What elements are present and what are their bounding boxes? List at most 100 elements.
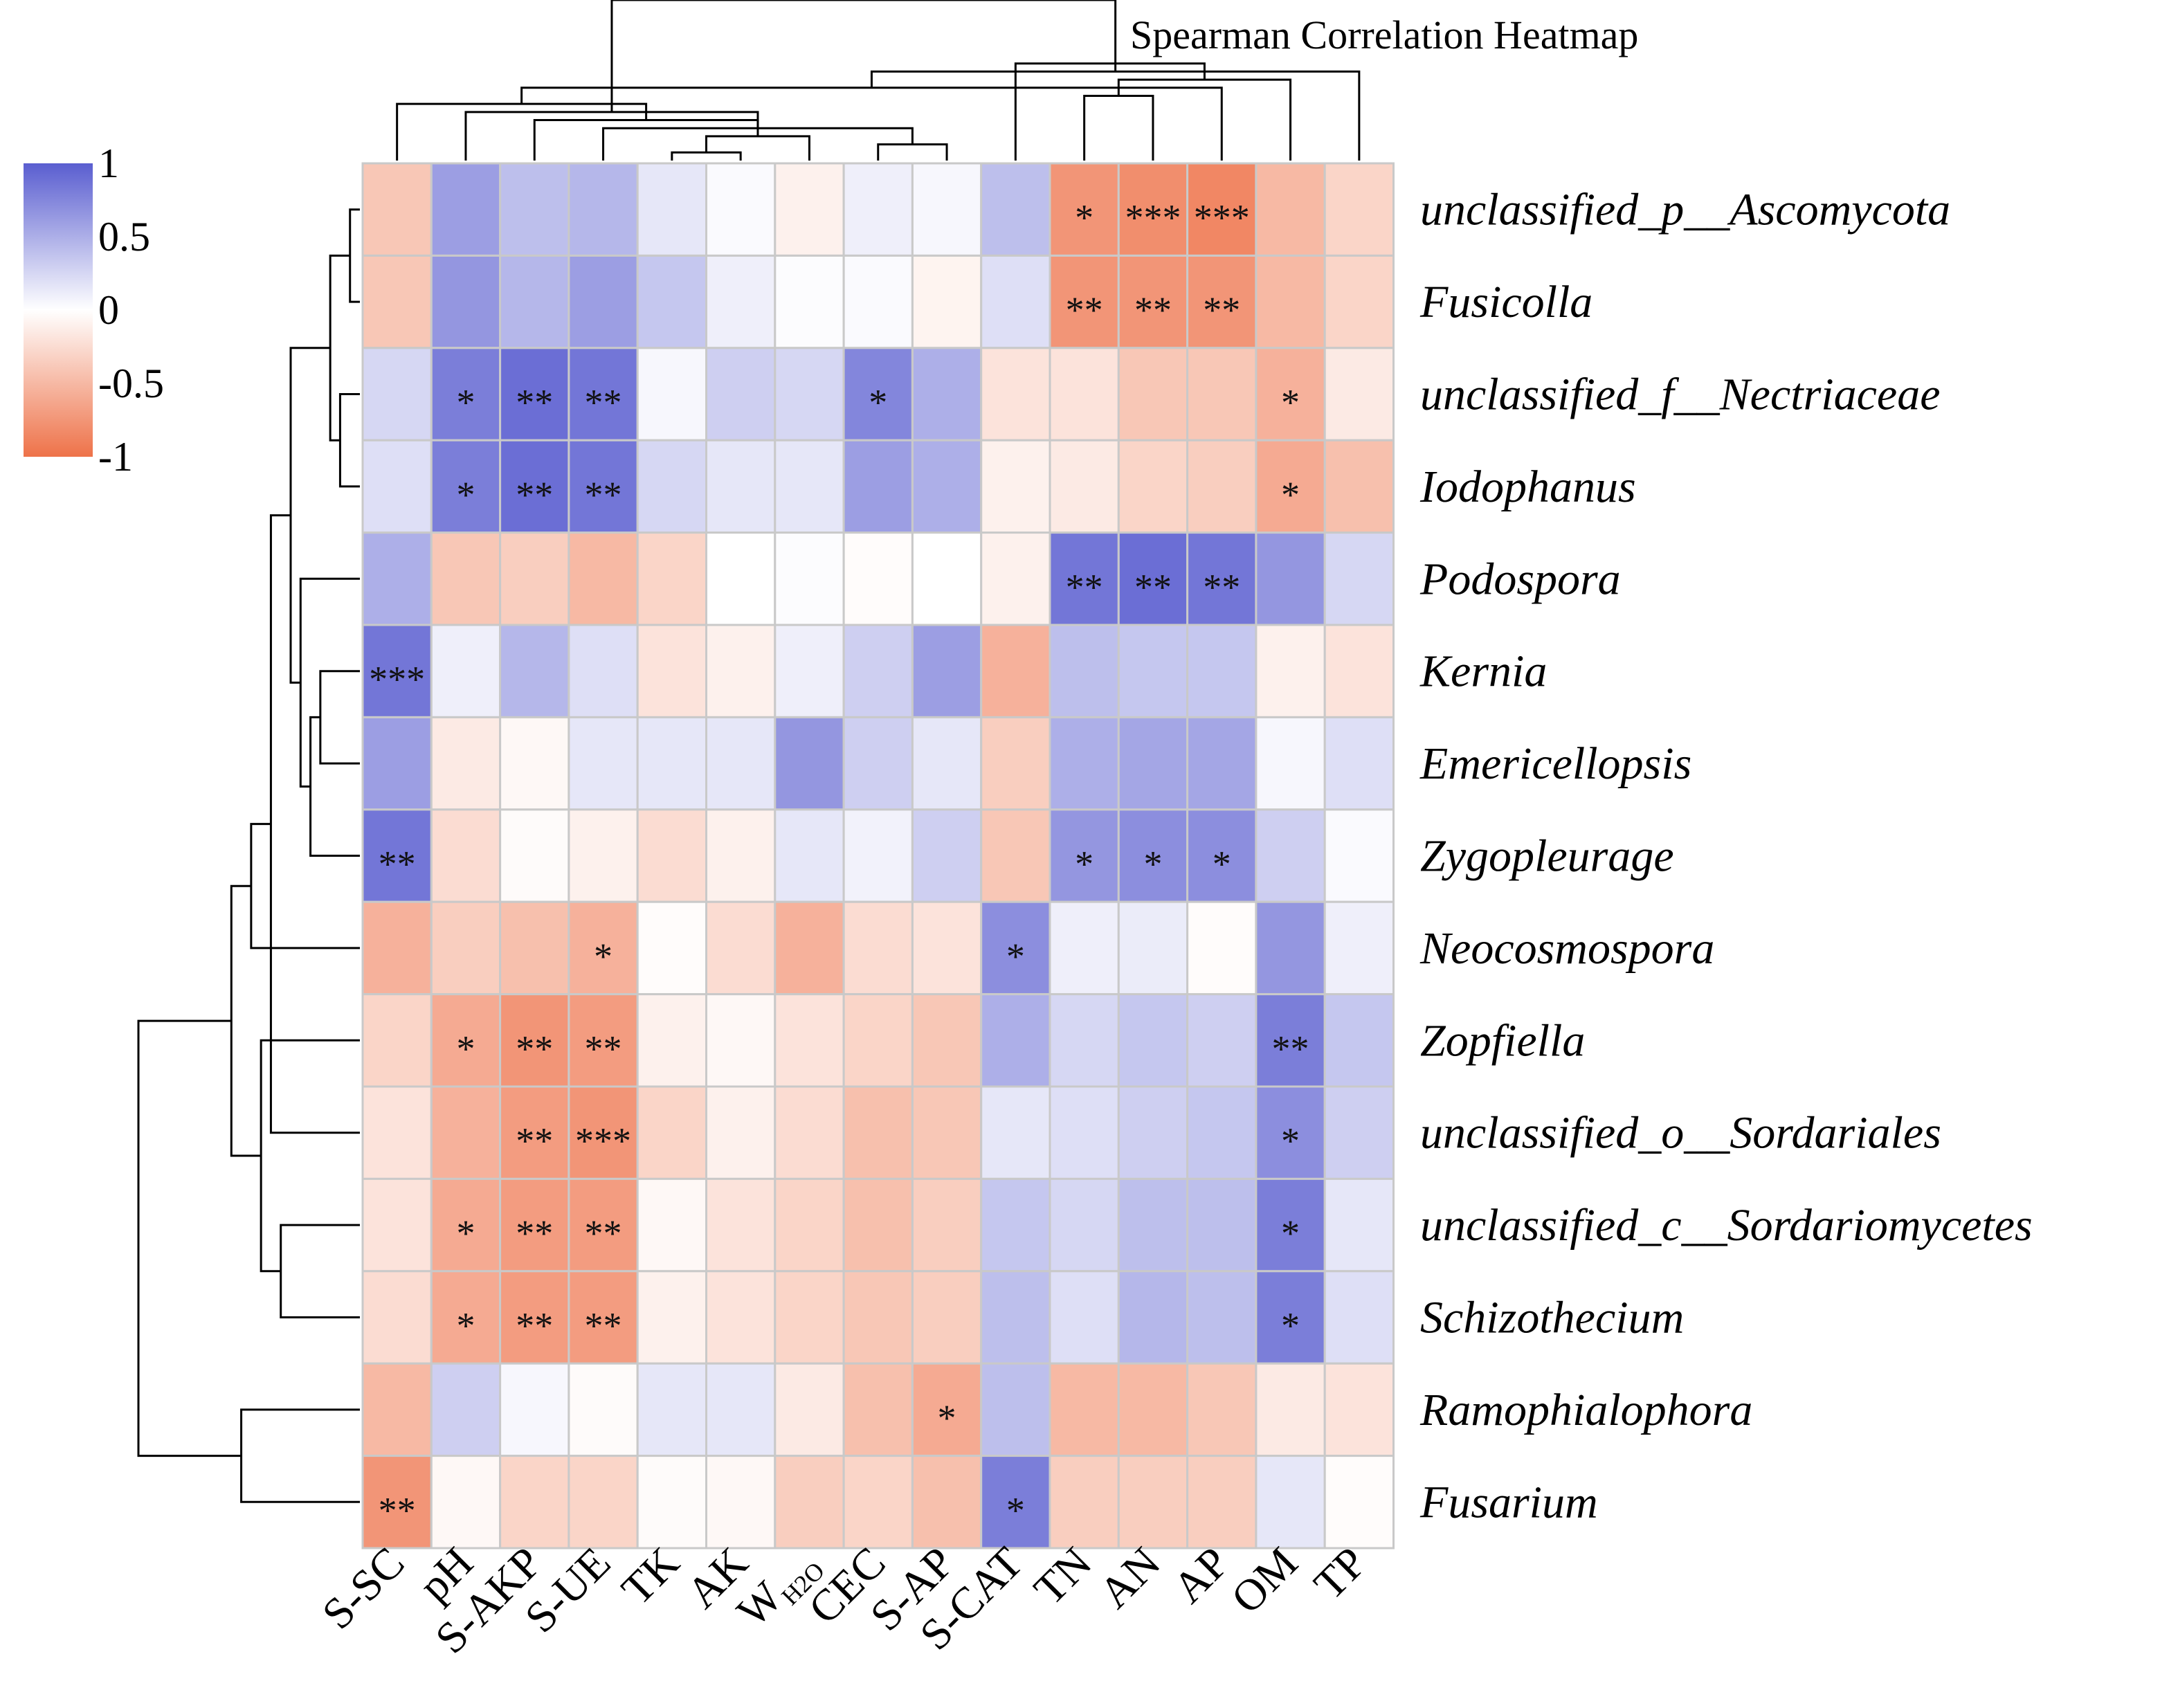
heatmap-cell [430, 1455, 502, 1550]
heatmap-cell [911, 1177, 983, 1273]
heatmap-cell [1323, 439, 1395, 534]
column-label: AN [1089, 1538, 1170, 1618]
heatmap-cell [705, 254, 777, 349]
heatmap-cell [980, 439, 1051, 534]
significance-mark: * [938, 1397, 956, 1439]
heatmap-cell [911, 1455, 983, 1550]
heatmap-cell [568, 1270, 639, 1365]
heatmap-cell [568, 716, 639, 811]
heatmap-cell [1323, 162, 1395, 257]
significance-mark: ** [516, 1028, 553, 1069]
dendrogram-branch [610, 0, 1117, 112]
legend-tick-label: 0 [98, 287, 119, 333]
significance-mark: * [1075, 197, 1093, 239]
heatmap-cell [1049, 254, 1120, 349]
heatmap-cell [705, 1455, 777, 1550]
heatmap-cell [1186, 439, 1258, 534]
heatmap-cell [705, 1270, 777, 1365]
heatmap-cell [774, 808, 845, 903]
chart-title: Spearman Correlation Heatmap [1130, 12, 1638, 57]
significance-mark: *** [1194, 197, 1250, 239]
heatmap-cell [361, 993, 433, 1088]
heatmap-cell [980, 1455, 1051, 1550]
row-label: Fusarium [1419, 1477, 1598, 1527]
heatmap-cell [1117, 993, 1189, 1088]
heatmap-cell [430, 1362, 502, 1457]
heatmap-cell [430, 162, 502, 257]
heatmap-cell [1049, 347, 1120, 442]
significance-mark: * [1281, 1212, 1300, 1254]
heatmap-cell [1049, 1362, 1120, 1457]
heatmap-cell [705, 347, 777, 442]
significance-mark: ** [379, 844, 416, 885]
heatmap-cell [774, 1270, 845, 1365]
significance-mark: * [456, 382, 475, 424]
significance-mark: ** [516, 382, 553, 424]
row-label: Schizothecium [1420, 1293, 1684, 1343]
heatmap-cell [842, 439, 914, 534]
heatmap-cell [705, 624, 777, 718]
row-label: Fusicolla [1419, 277, 1592, 327]
heatmap-cell [705, 532, 777, 626]
heatmap-cell [980, 1177, 1051, 1273]
dendrogram-branch [533, 119, 759, 161]
heatmap-cell [1049, 1177, 1120, 1273]
heatmap-cell [911, 532, 983, 626]
heatmap-cell [1117, 900, 1189, 996]
heatmap-cell [911, 1085, 983, 1180]
heatmap-cell [980, 162, 1051, 257]
heatmap-cell [1255, 162, 1326, 257]
dendrogram-branch [260, 1039, 360, 1273]
heatmap-cell [705, 993, 777, 1088]
dendrogram-branch [240, 1408, 360, 1503]
heatmap-cell [911, 162, 983, 257]
heatmap-cell [1186, 624, 1258, 718]
heatmap-cell [705, 1362, 777, 1457]
heatmap-cell [774, 624, 845, 718]
dendrogram-branch [870, 70, 1361, 161]
legend-tick-label: -0.5 [98, 361, 164, 406]
significance-marks: * *** ***** ** *** ** ** * ** ** ** *** ** ******* * * *… [369, 197, 1309, 1532]
significance-mark: ** [585, 1212, 622, 1254]
heatmap-cell [636, 993, 708, 1088]
heatmap-cell [499, 716, 570, 811]
heatmap-cell [430, 532, 502, 626]
heatmap-cell [1049, 1270, 1120, 1365]
heatmap-cell [361, 254, 433, 349]
dendrogram-branch [289, 347, 331, 684]
dendrogram-branch [250, 823, 360, 950]
significance-mark: * [1281, 382, 1300, 424]
heatmap-cell [705, 716, 777, 811]
dendrogram-branch [299, 577, 360, 788]
heatmap-cell [568, 900, 639, 996]
significance-mark: ** [585, 1305, 622, 1347]
significance-mark: * [456, 1028, 475, 1069]
heatmap-cell [1255, 624, 1326, 718]
heatmap-cell [842, 254, 914, 349]
heatmap-cell [1049, 900, 1120, 996]
heatmap-cell [430, 900, 502, 996]
heatmap-cell [774, 532, 845, 626]
heatmap-cell [1117, 162, 1189, 257]
heatmap-cell [568, 1455, 639, 1550]
heatmap-cell [430, 254, 502, 349]
heatmap-cell [1186, 1177, 1258, 1273]
heatmap-cell [842, 1455, 914, 1550]
heatmap-cell [1323, 624, 1395, 718]
heatmap-cell [1186, 900, 1258, 996]
heatmap-cell [1049, 1455, 1120, 1550]
dendrogram-branch [309, 716, 360, 857]
heatmap-cell [636, 1362, 708, 1457]
heatmap-cell [361, 716, 433, 811]
significance-mark: *** [575, 1120, 631, 1162]
heatmap-cell [499, 532, 570, 626]
heatmap-cell [499, 993, 570, 1088]
heatmap-cell [774, 254, 845, 349]
heatmap-cell [568, 624, 639, 718]
dendrogram-branch [520, 87, 1223, 161]
row-labels: unclassified_p__Ascomycota Fusicolla uncla… [1419, 185, 2033, 1528]
heatmap-cell [361, 439, 433, 534]
heatmap-cell [705, 808, 777, 903]
row-label: unclassified_f__Nectriaceae [1420, 370, 1941, 420]
legend-tick-label: 1 [98, 140, 119, 186]
